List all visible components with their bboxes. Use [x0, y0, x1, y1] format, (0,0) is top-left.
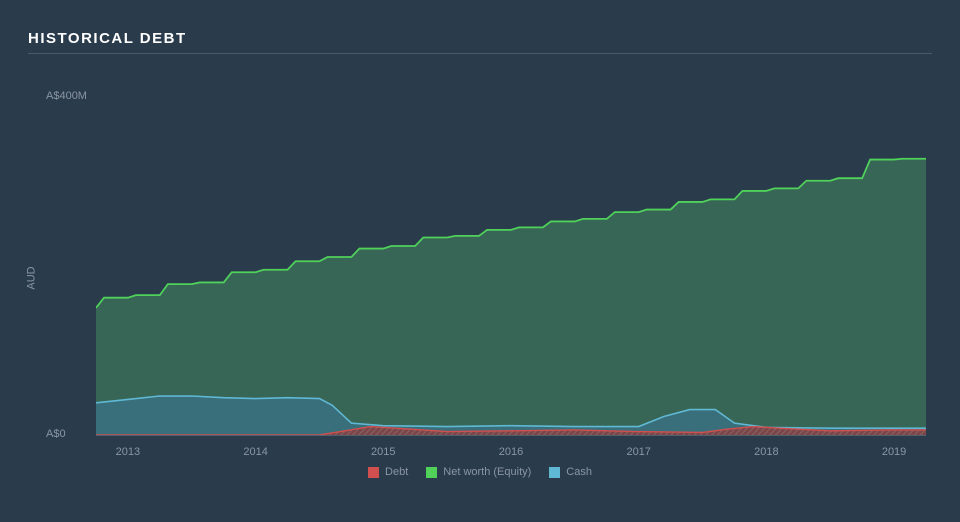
y-tick-bottom: A$0 — [46, 428, 66, 440]
y-tick-top: A$400M — [46, 90, 87, 102]
legend-swatch-debt — [368, 467, 379, 478]
area-chart-svg — [96, 96, 926, 435]
legend: Debt Net worth (Equity) Cash — [28, 466, 932, 478]
legend-swatch-equity — [426, 467, 437, 478]
x-tick: 2017 — [626, 446, 650, 458]
legend-item-debt: Debt — [368, 466, 408, 478]
legend-swatch-cash — [549, 467, 560, 478]
x-tick: 2018 — [754, 446, 778, 458]
plot-region — [96, 96, 926, 436]
legend-label-cash: Cash — [566, 466, 592, 478]
chart-area: AUD A$400M A$0 2013201420152016201720182… — [28, 72, 932, 482]
x-tick: 2019 — [882, 446, 906, 458]
x-tick: 2016 — [499, 446, 523, 458]
legend-label-debt: Debt — [385, 466, 408, 478]
x-tick: 2014 — [243, 446, 267, 458]
x-tick: 2013 — [116, 446, 140, 458]
legend-item-cash: Cash — [549, 466, 592, 478]
y-axis-label: AUD — [26, 266, 38, 289]
chart-container: HISTORICAL DEBT AUD A$400M A$0 201320142… — [0, 0, 960, 522]
x-tick: 2015 — [371, 446, 395, 458]
chart-title: HISTORICAL DEBT — [28, 30, 932, 54]
legend-item-equity: Net worth (Equity) — [426, 466, 531, 478]
legend-label-equity: Net worth (Equity) — [443, 466, 531, 478]
x-axis-ticks: 2013 2014 2015 2016 2017 2018 2019 — [96, 440, 926, 460]
